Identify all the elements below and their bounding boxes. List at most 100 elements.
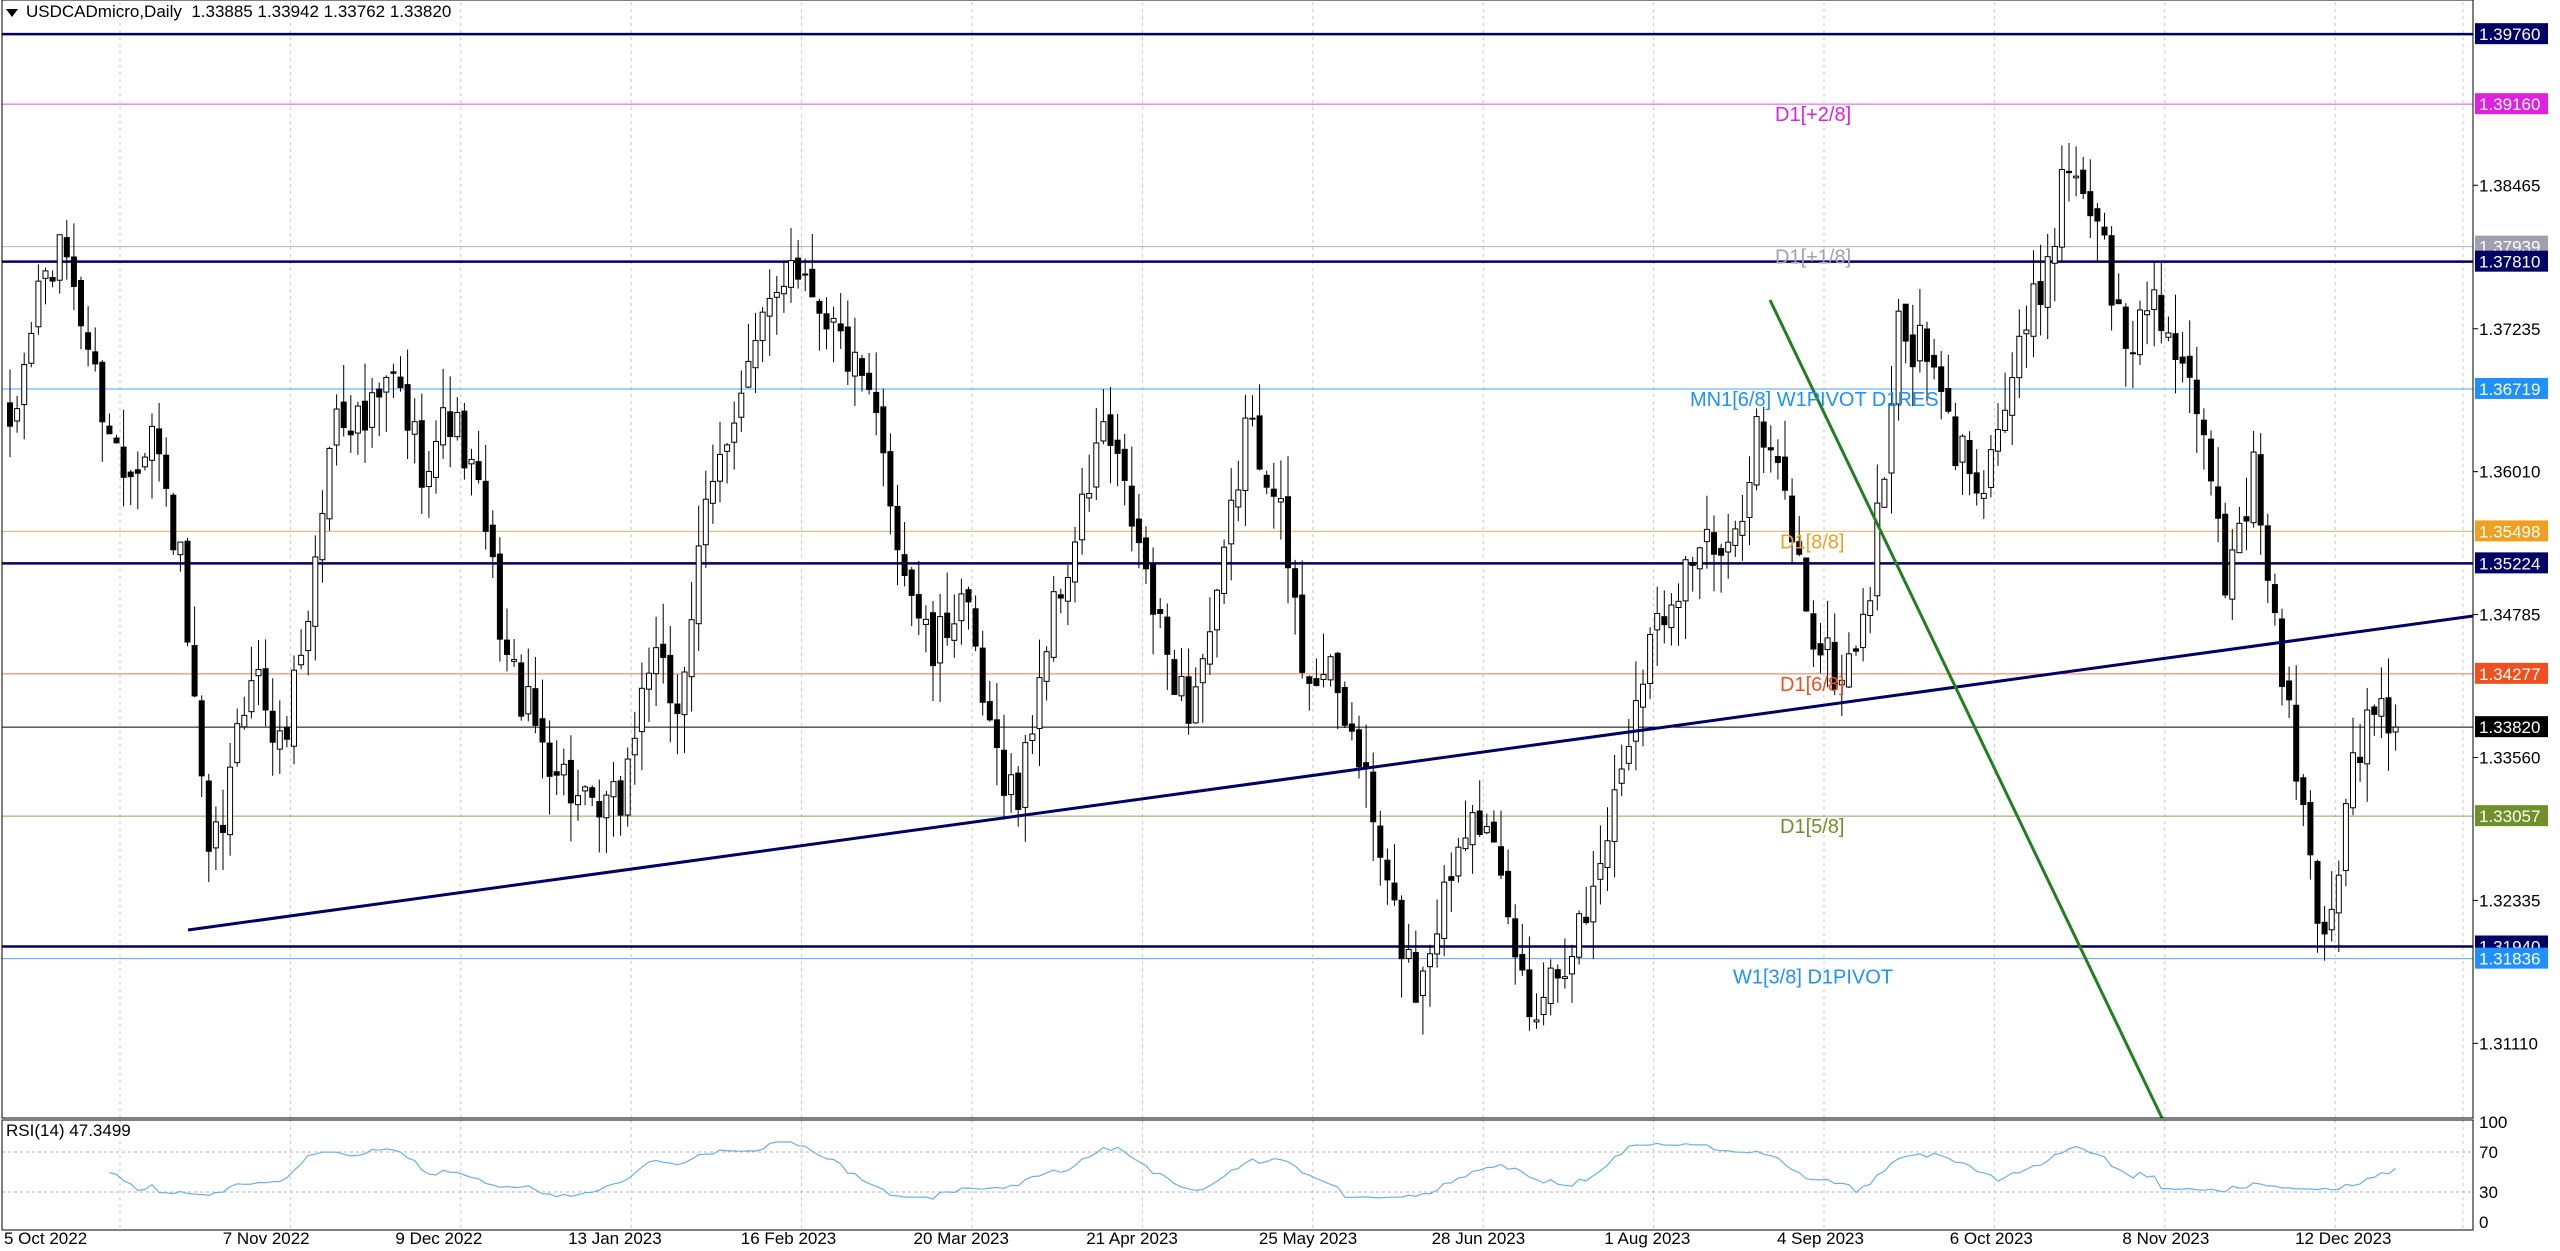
rsi-panel: 100 70 30 0 (2, 1113, 2507, 1232)
candle-body (35, 280, 42, 328)
rsi-tick-label: 30 (2479, 1183, 2498, 1202)
candle-body (425, 471, 432, 488)
candle-body (1057, 594, 1064, 599)
candle-body (1924, 328, 1930, 362)
dropdown-triangle-icon[interactable] (6, 8, 18, 17)
candle-body (291, 669, 297, 747)
main-plot-frame (1, 0, 2474, 1119)
candle-body (1810, 613, 1817, 650)
candle-body (695, 545, 702, 625)
candle-body (2335, 874, 2342, 914)
candle-body (2200, 419, 2207, 436)
candle-body (958, 593, 965, 622)
candle-body (766, 297, 773, 317)
candle-body (518, 662, 525, 717)
candle-body (1306, 676, 1313, 684)
level-label-box (2475, 23, 2548, 45)
candle-body (2392, 726, 2399, 733)
candle-body (582, 786, 589, 792)
candle-body (1945, 387, 1952, 412)
candle-body (1462, 837, 1469, 850)
candle-body (511, 659, 518, 662)
candle-body (674, 703, 681, 715)
candle-body (2243, 516, 2250, 522)
level-label-box (2475, 805, 2548, 827)
candle-body (1015, 772, 1022, 810)
candle-body (1845, 653, 1852, 688)
candle-body (1888, 403, 1895, 474)
candle-body (908, 569, 915, 596)
candle-body (1995, 429, 2001, 452)
level-label-text: 1.35498 (2479, 522, 2540, 541)
candle-body (2122, 306, 2129, 349)
candle-body (610, 781, 617, 798)
candle-body (191, 645, 198, 697)
candle-body (2080, 169, 2087, 194)
candle-body (1597, 863, 1604, 880)
candle-body (1008, 774, 1015, 796)
candle-body (681, 671, 688, 716)
candle-body (823, 313, 830, 330)
trendline-rising-support (187, 614, 2474, 932)
candle-body (170, 494, 177, 551)
rsi-plot-frame (1, 1119, 2474, 1231)
candle-body (1135, 518, 1142, 544)
candle-body (1554, 969, 1561, 979)
candle-body (603, 794, 610, 819)
candle-body (1753, 416, 1760, 486)
candle-body (2087, 191, 2094, 217)
candle-body (1661, 616, 1668, 626)
date-tick-label: 25 May 2023 (1259, 1229, 1357, 1248)
candle-body (177, 541, 184, 556)
candle-body (2208, 438, 2214, 482)
candle-body (234, 723, 241, 764)
candle-body (7, 402, 13, 427)
candle-body (404, 384, 411, 431)
candle-body (156, 428, 163, 455)
candle-body (859, 358, 865, 376)
candle-body (851, 351, 858, 377)
candle-body (1533, 1019, 1540, 1023)
level-label-box (2475, 250, 2548, 272)
candle-body (198, 700, 205, 777)
candle-body (1803, 557, 1810, 612)
candle-body (99, 361, 106, 423)
candle-body (78, 280, 84, 327)
candle-body (1618, 768, 1625, 784)
candle-body (1469, 812, 1476, 846)
candle-body (589, 787, 596, 798)
candle-body (2002, 409, 2009, 432)
candle-body (1874, 502, 1881, 597)
candle-body (1718, 548, 1725, 556)
candle-body (653, 647, 660, 675)
level-label-box (2475, 947, 2548, 969)
candle-body (1434, 933, 1441, 955)
level-text: W1[3/8] D1PIVOT (1733, 967, 1893, 989)
date-tick-label: 20 Mar 2023 (914, 1229, 1009, 1248)
candle-body (390, 371, 397, 374)
candle-body (362, 400, 368, 431)
candle-body (1320, 673, 1327, 681)
candle-body (1228, 499, 1235, 545)
candle-body (752, 340, 759, 369)
candle-body (802, 273, 809, 276)
candle-body (1490, 821, 1497, 843)
candle-body (383, 376, 390, 393)
date-tick-label: 4 Sep 2023 (1777, 1229, 1864, 1248)
candle-body (795, 257, 802, 280)
candle-body (276, 730, 283, 750)
ohlc-values: 1.33885 1.33942 1.33762 1.33820 (191, 2, 452, 21)
candle-body (816, 300, 823, 314)
candle-body (717, 453, 723, 482)
candle-body (1185, 676, 1192, 724)
vertical-grid (119, 2, 2464, 1230)
candle-body (1043, 651, 1050, 682)
candle-body (1540, 996, 1547, 1015)
candle-body (1405, 949, 1412, 960)
candle-body (1107, 414, 1114, 446)
candle-body (2286, 680, 2293, 701)
date-tick-label: 12 Dec 2023 (2295, 1229, 2391, 1248)
candlesticks (7, 142, 2399, 1035)
date-tick-label: 8 Nov 2023 (2122, 1229, 2209, 1248)
